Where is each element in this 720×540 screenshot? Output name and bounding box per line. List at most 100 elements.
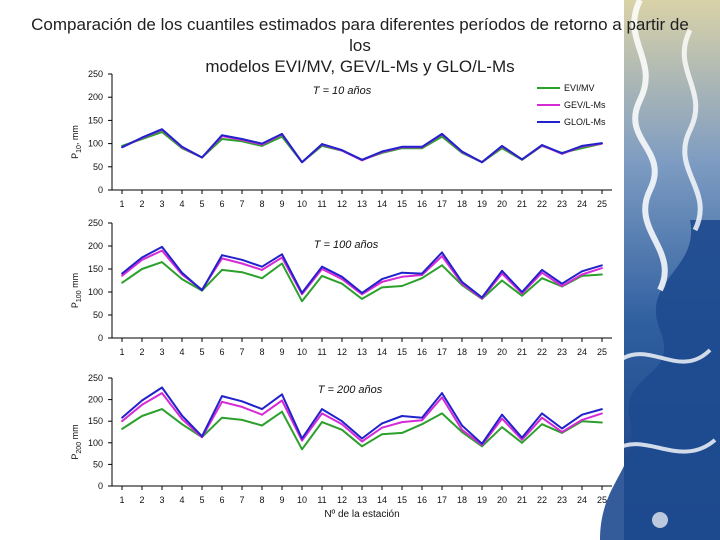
data-point-glo-l-ms — [461, 424, 463, 427]
legend-label: EVI/MV — [564, 83, 595, 93]
x-tick-label: 4 — [179, 495, 184, 505]
data-point-gev-l-ms — [581, 419, 583, 421]
data-point-gev-l-ms — [181, 418, 183, 420]
y-tick-label: 200 — [88, 395, 103, 405]
x-tick-label: 20 — [497, 347, 507, 357]
data-point-evi-mv — [301, 448, 303, 451]
y-tick-label: 150 — [88, 264, 103, 274]
wave-spray — [652, 512, 668, 528]
y-tick-label: 50 — [93, 459, 103, 469]
series-line-gev-l-ms — [121, 249, 603, 300]
data-point-glo-l-ms — [241, 400, 243, 403]
wave-foam-2 — [681, 28, 703, 232]
x-tick-label: 2 — [139, 199, 144, 209]
data-point-gev-l-ms — [521, 438, 523, 441]
data-point-glo-l-ms — [521, 158, 523, 161]
data-point-glo-l-ms — [361, 292, 363, 294]
x-tick-label: 19 — [477, 495, 487, 505]
legend-label: GLO/L-Ms — [564, 117, 606, 127]
data-point-gev-l-ms — [421, 419, 423, 422]
data-point-gev-l-ms — [241, 406, 243, 408]
data-point-evi-mv — [281, 410, 283, 413]
y-tick-label: 250 — [88, 218, 103, 228]
y-tick-label: 100 — [88, 438, 103, 448]
x-tick-label: 10 — [297, 495, 307, 505]
data-point-gev-l-ms — [381, 280, 383, 283]
data-point-glo-l-ms — [381, 422, 383, 425]
x-tick-label: 21 — [517, 495, 527, 505]
x-tick-label: 11 — [317, 199, 326, 209]
data-point-glo-l-ms — [161, 246, 163, 248]
x-tick-label: 11 — [317, 347, 326, 357]
x-tick-label: 10 — [297, 199, 307, 209]
data-point-evi-mv — [361, 445, 363, 448]
data-point-gev-l-ms — [581, 273, 583, 276]
data-point-evi-mv — [341, 428, 343, 431]
x-tick-label: 19 — [477, 347, 487, 357]
data-point-glo-l-ms — [401, 271, 403, 274]
data-point-glo-l-ms — [241, 258, 243, 261]
data-point-evi-mv — [121, 428, 123, 430]
data-point-glo-l-ms — [521, 436, 523, 439]
x-tick-label: 9 — [279, 347, 284, 357]
wave-foam-4 — [613, 438, 717, 454]
y-tick-label: 0 — [98, 333, 103, 343]
data-point-evi-mv — [321, 275, 323, 277]
x-tick-label: 22 — [537, 495, 547, 505]
x-tick-label: 16 — [417, 495, 427, 505]
series-line-glo-l-ms — [121, 128, 603, 164]
x-tick-label: 22 — [537, 199, 547, 209]
data-point-glo-l-ms — [121, 416, 123, 419]
data-point-gev-l-ms — [301, 439, 303, 442]
data-point-gev-l-ms — [261, 413, 263, 416]
data-point-glo-l-ms — [561, 152, 563, 155]
data-point-gev-l-ms — [321, 412, 323, 415]
x-tick-label: 18 — [457, 199, 467, 209]
x-tick-label: 12 — [337, 347, 347, 357]
data-point-evi-mv — [161, 261, 163, 263]
x-tick-label: 5 — [199, 495, 204, 505]
x-tick-label: 23 — [557, 347, 567, 357]
chart-title: Comparación de los cuantiles estimados p… — [20, 14, 700, 77]
data-point-evi-mv — [181, 423, 183, 426]
x-tick-label: 6 — [219, 495, 224, 505]
data-point-gev-l-ms — [161, 249, 163, 252]
data-point-glo-l-ms — [601, 142, 603, 145]
data-point-glo-l-ms — [501, 413, 503, 416]
data-point-evi-mv — [441, 135, 443, 138]
x-tick-label: 3 — [159, 347, 164, 357]
x-tick-label: 25 — [597, 347, 607, 357]
data-point-gev-l-ms — [121, 420, 123, 423]
x-tick-label: 19 — [477, 199, 487, 209]
data-point-evi-mv — [221, 416, 223, 419]
x-tick-label: 1 — [119, 199, 124, 209]
data-point-evi-mv — [321, 421, 323, 423]
data-point-gev-l-ms — [521, 292, 523, 295]
x-tick-label: 21 — [517, 199, 527, 209]
data-point-gev-l-ms — [501, 272, 503, 275]
y-tick-label: 100 — [88, 287, 103, 297]
data-point-glo-l-ms — [301, 437, 303, 440]
data-point-gev-l-ms — [141, 403, 143, 406]
data-point-glo-l-ms — [221, 134, 223, 137]
data-point-glo-l-ms — [221, 254, 223, 257]
x-tick-label: 16 — [417, 199, 427, 209]
data-point-glo-l-ms — [541, 269, 543, 271]
x-tick-label: 18 — [457, 495, 467, 505]
x-tick-label: 13 — [357, 347, 367, 357]
x-tick-label: 8 — [259, 495, 264, 505]
y-tick-label: 150 — [88, 416, 103, 426]
data-point-glo-l-ms — [381, 150, 383, 153]
data-point-evi-mv — [221, 269, 223, 271]
data-point-evi-mv — [141, 268, 143, 270]
data-point-glo-l-ms — [201, 289, 203, 292]
data-point-gev-l-ms — [541, 271, 543, 274]
series-line-evi-mv — [121, 131, 603, 164]
data-point-gev-l-ms — [261, 269, 263, 271]
data-point-gev-l-ms — [401, 421, 403, 423]
y-tick-label: 0 — [98, 481, 103, 491]
data-point-glo-l-ms — [161, 386, 163, 389]
